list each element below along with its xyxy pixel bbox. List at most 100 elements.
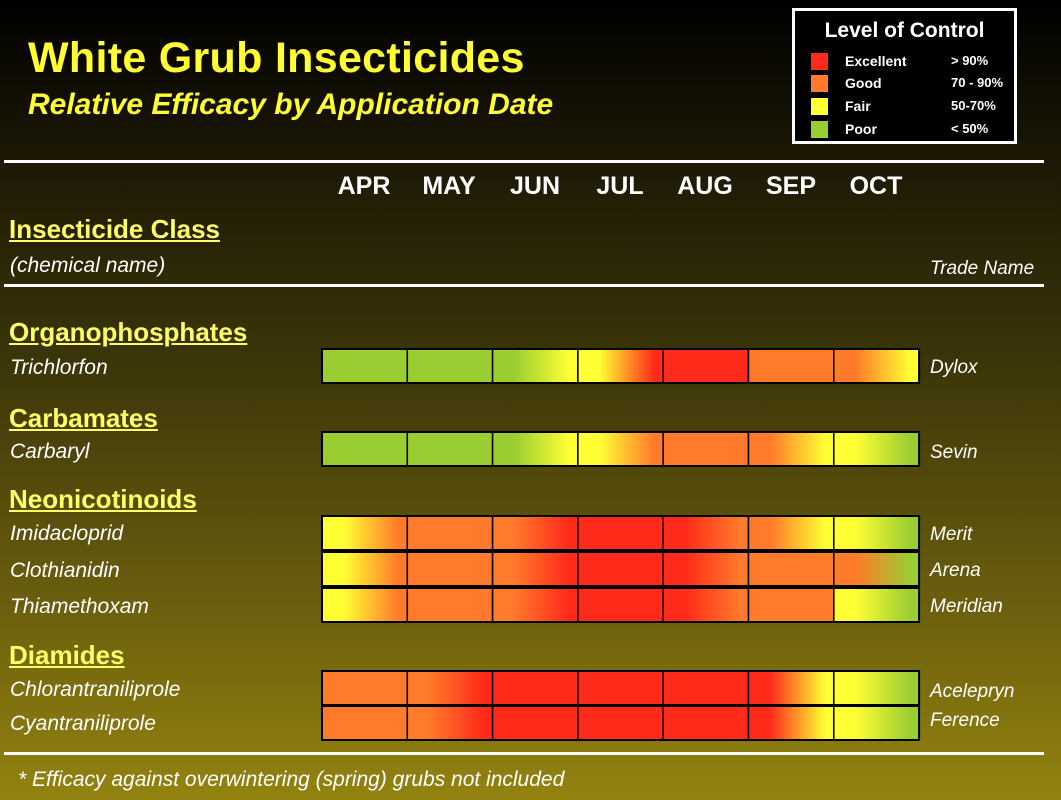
legend-name: Excellent xyxy=(845,53,907,69)
heatmap-cell-clothianidin-may xyxy=(406,551,494,587)
heatmap-cell-clothianidin-sep xyxy=(747,551,835,587)
heatmap-cell-imidacloprid-sep xyxy=(747,515,835,551)
heatmap-cell-carbaryl-jun xyxy=(491,431,579,467)
heatmap-cell-chlorantraniliprole-oct xyxy=(833,670,920,706)
legend-name: Good xyxy=(845,75,882,91)
legend-swatch-fair xyxy=(811,98,828,115)
column-header-trade: Trade Name xyxy=(930,258,1035,279)
chemical-name-clothianidin: Clothianidin xyxy=(10,559,120,582)
legend-item-excellent: Excellent > 90% xyxy=(811,51,1011,71)
legend-swatch-poor xyxy=(811,121,828,138)
heatmap-cell-imidacloprid-apr xyxy=(321,515,409,551)
heatmap-row-outline xyxy=(321,705,921,741)
heatmap-cell-thiamethoxam-jun xyxy=(491,587,579,623)
heatmap-cell-imidacloprid-jul xyxy=(577,515,664,551)
heatmap-cell-carbaryl-may xyxy=(406,431,494,467)
heatmap-cell-carbaryl-jul xyxy=(577,431,664,467)
footnote: * Efficacy against overwintering (spring… xyxy=(18,768,565,791)
legend-name: Fair xyxy=(845,98,871,114)
month-label-apr: APR xyxy=(337,172,391,200)
heatmap-cell-thiamethoxam-aug xyxy=(662,587,750,623)
class-heading-organophosphates: Organophosphates xyxy=(9,317,248,347)
heatmap-row-outline xyxy=(321,515,921,551)
legend-item-poor: Poor < 50% xyxy=(811,119,1011,139)
legend-range: > 90% xyxy=(951,53,989,68)
heatmap-cell-clothianidin-apr xyxy=(321,551,409,587)
heatmap-cell-cyantraniliprole-sep xyxy=(747,705,835,741)
month-label-jul: JUL xyxy=(596,172,644,200)
heatmap-cell-thiamethoxam-apr xyxy=(321,587,409,623)
heatmap-cell-trichlorfon-oct xyxy=(833,348,920,384)
column-header-class: Insecticide Class xyxy=(9,214,220,244)
heatmap-cell-thiamethoxam-jul xyxy=(577,587,664,623)
subheader-rule xyxy=(4,284,1044,287)
heatmap-cell-clothianidin-aug xyxy=(662,551,750,587)
heatmap-cell-trichlorfon-may xyxy=(406,348,494,384)
trade-name-dylox: Dylox xyxy=(930,357,978,378)
legend-item-good: Good 70 - 90% xyxy=(811,73,1011,93)
legend-range: 70 - 90% xyxy=(951,75,1004,90)
month-label-sep: SEP xyxy=(765,172,817,200)
heatmap-cell-imidacloprid-aug xyxy=(662,515,750,551)
heatmap-cell-chlorantraniliprole-jun xyxy=(491,670,579,706)
legend-item-fair: Fair 50-70% xyxy=(811,96,1011,116)
legend: Level of Control Excellent > 90% Good 70… xyxy=(792,8,1017,144)
heatmap-cell-chlorantraniliprole-apr xyxy=(321,670,409,706)
heatmap-cell-carbaryl-aug xyxy=(662,431,750,467)
trade-name-sevin: Sevin xyxy=(930,442,978,463)
month-label-aug: AUG xyxy=(677,172,733,200)
chemical-name-thiamethoxam: Thiamethoxam xyxy=(10,595,149,618)
heatmap-cell-chlorantraniliprole-jul xyxy=(577,670,664,706)
heatmap-cell-cyantraniliprole-aug xyxy=(662,705,750,741)
heatmap-cell-imidacloprid-jun xyxy=(491,515,579,551)
chemical-name-imidacloprid: Imidacloprid xyxy=(10,522,124,545)
heatmap-cell-cyantraniliprole-jun xyxy=(491,705,579,741)
trade-name-acelepryn: Acelepryn xyxy=(930,681,1015,702)
month-label-may: MAY xyxy=(422,172,476,200)
heatmap-cell-chlorantraniliprole-sep xyxy=(747,670,835,706)
trade-name-arena: Arena xyxy=(930,560,981,581)
class-heading-diamides: Diamides xyxy=(9,640,125,670)
chemical-name-cyantraniliprole: Cyantraniliprole xyxy=(10,712,156,735)
heatmap-cell-trichlorfon-sep xyxy=(747,348,835,384)
chemical-name-carbaryl: Carbaryl xyxy=(10,440,90,463)
heatmap-cell-chlorantraniliprole-aug xyxy=(662,670,750,706)
legend-range: 50-70% xyxy=(951,98,996,113)
legend-range: < 50% xyxy=(951,121,989,136)
heatmap-cell-cyantraniliprole-apr xyxy=(321,705,409,741)
heatmap-cell-thiamethoxam-may xyxy=(406,587,494,623)
trade-name-merit: Merit xyxy=(930,524,973,545)
heatmap-cell-thiamethoxam-sep xyxy=(747,587,835,623)
trade-name-ference: Ference xyxy=(930,710,1000,731)
chemical-name-chlorantraniliprole: Chlorantraniliprole xyxy=(10,678,181,701)
heatmap-cell-imidacloprid-may xyxy=(406,515,494,551)
heatmap-row-outline xyxy=(321,348,921,384)
chart-title: White Grub Insecticides xyxy=(28,34,525,82)
heatmap-cell-carbaryl-sep xyxy=(747,431,835,467)
heatmap-cell-chlorantraniliprole-may xyxy=(406,670,494,706)
legend-title: Level of Control xyxy=(824,19,985,42)
month-label-oct: OCT xyxy=(849,172,903,200)
heatmap-cell-trichlorfon-jun xyxy=(491,348,579,384)
heatmap-cell-cyantraniliprole-jul xyxy=(577,705,664,741)
chart-subtitle: Relative Efficacy by Application Date xyxy=(28,88,554,121)
heatmap-row-outline xyxy=(321,587,921,623)
footer-rule xyxy=(4,752,1044,755)
heatmap-row-outline xyxy=(321,551,921,587)
heatmap-cell-carbaryl-apr xyxy=(321,431,409,467)
heatmap-cell-clothianidin-jun xyxy=(491,551,579,587)
heatmap-cell-cyantraniliprole-oct xyxy=(833,705,920,741)
heatmap-cell-trichlorfon-aug xyxy=(662,348,750,384)
heatmap-cell-thiamethoxam-oct xyxy=(833,587,920,623)
trade-name-meridian: Meridian xyxy=(930,596,1003,617)
heatmap-cell-trichlorfon-apr xyxy=(321,348,409,384)
heatmap-cell-clothianidin-jul xyxy=(577,551,664,587)
heatmap-cell-clothianidin-oct xyxy=(833,551,920,587)
column-header-chemical: (chemical name) xyxy=(10,254,166,277)
legend-name: Poor xyxy=(845,121,877,137)
chemical-name-trichlorfon: Trichlorfon xyxy=(10,356,108,379)
heatmap-cell-carbaryl-oct xyxy=(833,431,920,467)
month-label-jun: JUN xyxy=(509,172,560,200)
header-rule xyxy=(4,160,1044,163)
